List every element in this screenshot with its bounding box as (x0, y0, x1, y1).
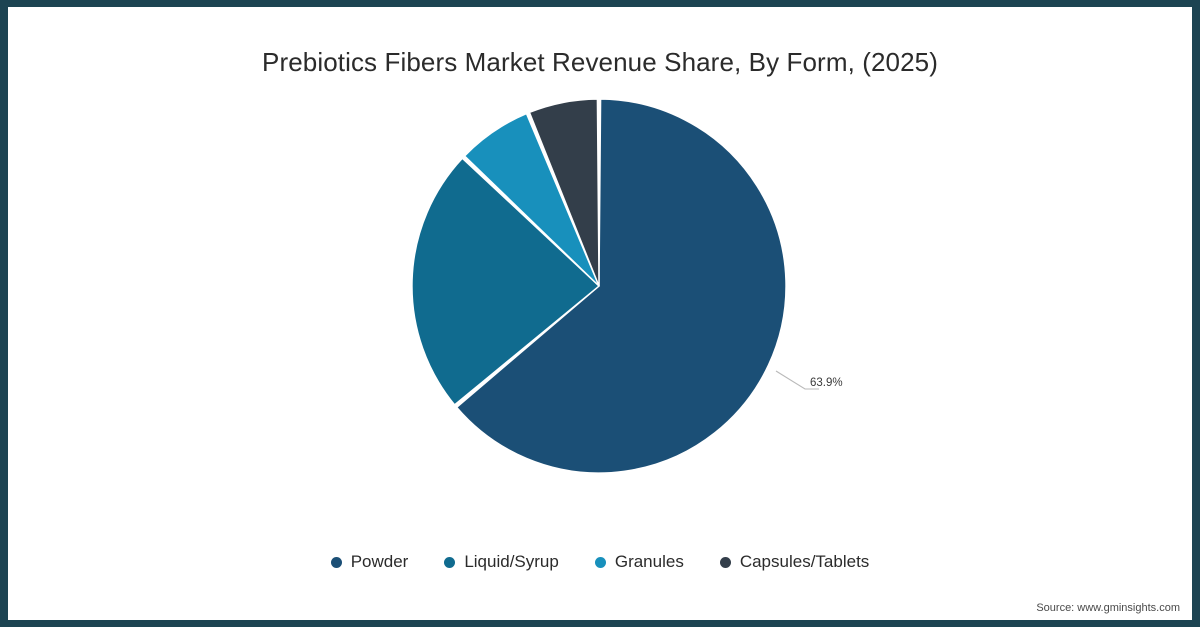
legend-marker-icon (444, 556, 456, 568)
source-note: Source: www.gminsights.com (1036, 602, 1180, 614)
chart-legend: Powder Liquid/Syrup Granules Capsules/Table… (8, 552, 1192, 572)
legend-item-powder[interactable]: Powder (330, 552, 409, 572)
chart-canvas: Prebiotics Fibers Market Revenue Share, … (8, 7, 1192, 620)
legend-item-capsules-tablets[interactable]: Capsules/Tablets (719, 552, 870, 572)
pie-slice-powder[interactable] (455, 98, 787, 474)
pie-svg (411, 98, 819, 474)
legend-item-granules[interactable]: Granules (594, 552, 684, 572)
data-label-powder: 63.9% (810, 377, 843, 389)
legend-item-label: Liquid/Syrup (464, 552, 559, 571)
pie-slice-group (411, 98, 787, 474)
legend-marker-icon (330, 556, 342, 568)
pie-slice-capsules-tablets[interactable] (528, 98, 600, 287)
legend-marker-icon (719, 556, 731, 568)
pie-chart (411, 98, 819, 474)
legend-item-label: Capsules/Tablets (739, 552, 870, 571)
legend-item-liquid-syrup[interactable]: Liquid/Syrup (444, 552, 559, 572)
legend-item-label: Powder (350, 552, 409, 571)
legend-marker-icon (594, 556, 606, 568)
pie-slice-granules[interactable] (463, 112, 600, 287)
pie-slice-liquid-syrup[interactable] (411, 157, 601, 406)
legend-item-label: Granules (614, 552, 684, 571)
leader-line-powder (775, 370, 819, 390)
chart-title: Prebiotics Fibers Market Revenue Share, … (262, 47, 938, 77)
